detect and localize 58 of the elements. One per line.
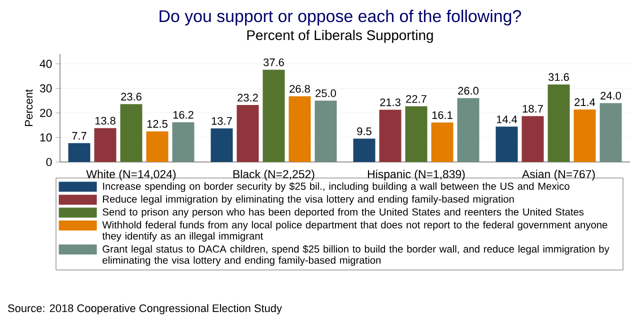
bar <box>210 128 233 162</box>
data-label: 25.0 <box>316 89 336 98</box>
bar <box>574 109 596 162</box>
data-label: 18.7 <box>522 104 543 113</box>
y-tick-label: 30 <box>40 84 52 92</box>
bar <box>379 110 402 162</box>
data-label: 22.7 <box>406 95 426 103</box>
chart-subtitle: Percent of Liberals Supporting <box>247 30 433 43</box>
bar <box>236 105 259 162</box>
data-label: 26.8 <box>290 84 310 93</box>
bar <box>288 96 311 162</box>
legend-label: Send to prison any person who has been deported from the United States and reenters the United States <box>102 208 584 218</box>
x-tick-label: Asian (N=767) <box>522 170 595 180</box>
bar <box>496 126 518 162</box>
data-label: 21.3 <box>380 98 400 106</box>
source-note: Source: 2018 Cooperative Congressional Election Study <box>8 304 282 314</box>
bar <box>431 122 454 162</box>
bar <box>353 138 376 162</box>
bar <box>68 143 90 162</box>
data-label: 24.0 <box>600 92 621 100</box>
data-label: 37.6 <box>264 58 284 66</box>
data-label: 23.2 <box>238 94 258 102</box>
y-axis-title: Percent <box>25 89 33 126</box>
data-label: 21.4 <box>574 98 596 106</box>
data-label: 31.6 <box>548 73 569 81</box>
bar <box>548 84 570 162</box>
bar <box>457 98 480 162</box>
legend-label: Reduce legal immigration by eliminating the visa lottery and ending family-based migration <box>103 195 514 205</box>
bar <box>146 131 168 162</box>
data-label: 14.4 <box>496 116 518 124</box>
bar <box>405 106 428 162</box>
x-tick-label: Black (N=2,252) <box>233 170 314 180</box>
bar <box>172 122 194 162</box>
data-label: 16.2 <box>173 110 194 119</box>
data-label: 23.6 <box>121 92 142 101</box>
data-label: 16.1 <box>432 111 452 119</box>
legend-label: Increase spending on border security by $25 bil., including building a wall between the US and Mexico <box>103 182 570 192</box>
y-tick-label: 20 <box>40 108 52 117</box>
data-label: 13.8 <box>95 116 116 125</box>
data-label: 7.7 <box>72 132 86 140</box>
y-tick-label: 0 <box>46 158 52 166</box>
data-label: 26.0 <box>458 86 478 95</box>
bar <box>314 100 337 162</box>
y-tick-label: 40 <box>40 60 52 68</box>
data-label: 12.5 <box>147 120 168 128</box>
bar <box>600 103 622 162</box>
bar <box>94 128 116 162</box>
bar <box>522 116 544 162</box>
chart-title: Do you support or oppose each of the following? <box>160 10 522 26</box>
data-label: 13.7 <box>212 117 232 125</box>
legend-label: Grant legal status to DACA children, spend $25 billion to build the border wall, and reduce legal immigration by eliminating the visa lottery and ending family-based migration <box>102 245 610 266</box>
x-tick-label: White (N=14,024) <box>86 170 176 180</box>
y-tick-label: 10 <box>40 133 52 142</box>
legend-label: Withhold federal funds from any local police department that does not report to the federal government anyone they identify as an illegal immigrant <box>102 220 608 242</box>
x-tick-label: Hispanic (N=1,839) <box>368 170 465 180</box>
data-label: 9.5 <box>357 127 372 136</box>
bar <box>120 104 142 162</box>
bar <box>262 70 285 162</box>
